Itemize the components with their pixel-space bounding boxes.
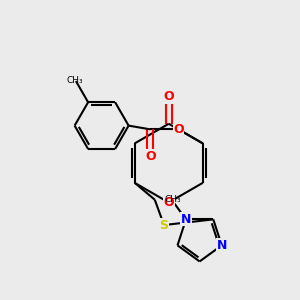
Text: CH₃: CH₃ (67, 76, 83, 85)
Text: O: O (164, 90, 174, 103)
Text: S: S (160, 219, 169, 232)
Text: N: N (217, 239, 227, 252)
Text: O: O (173, 123, 184, 136)
Text: CH₃: CH₃ (165, 195, 181, 204)
Text: N: N (181, 213, 191, 226)
Text: O: O (164, 196, 174, 209)
Text: O: O (145, 150, 156, 163)
